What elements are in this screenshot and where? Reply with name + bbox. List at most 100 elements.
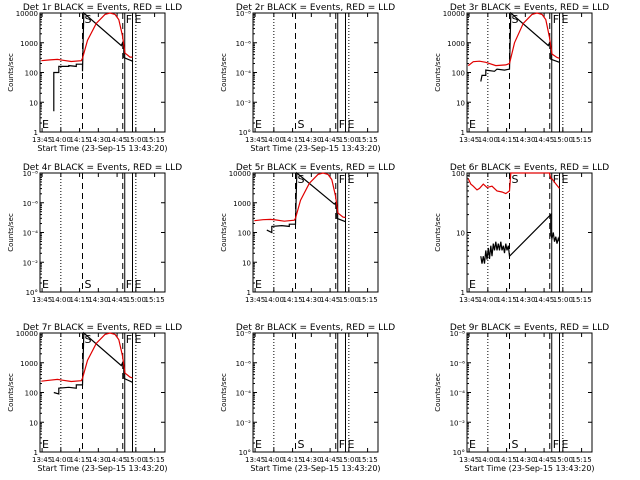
y-tick-label: 10: [29, 99, 38, 107]
x-tick-label: 15:00: [126, 136, 146, 144]
x-tick-label: 14:45: [107, 296, 127, 304]
x-tick-label: 14:30: [88, 296, 108, 304]
x-tick-label: 15:15: [144, 296, 164, 304]
marker-label-s: S: [298, 118, 305, 131]
y-tick-label: 10⁻⁸: [23, 170, 39, 178]
y-tick-label: 100: [25, 70, 38, 78]
series-red-line: [254, 172, 346, 222]
x-tick-label: 14:15: [282, 136, 302, 144]
x-axis-label: Start Time (23-Sep-15 13:43:20): [37, 464, 167, 473]
marker-label-e: E: [135, 13, 142, 26]
marker-label-f: F: [553, 173, 559, 186]
x-tick-label: 14:00: [478, 456, 498, 464]
x-tick-label: 15:15: [571, 456, 591, 464]
x-tick-label: 15:15: [357, 296, 377, 304]
x-tick-label: 14:00: [264, 296, 284, 304]
marker-label-e: E: [562, 438, 569, 451]
series-black-line: [480, 213, 561, 264]
marker-label-e: E: [562, 13, 569, 26]
x-tick-label: 13:45: [32, 456, 52, 464]
x-tick-label: 13:45: [32, 296, 52, 304]
y-axis-label: Counts/sec: [220, 53, 228, 92]
x-tick-label: 13:45: [459, 296, 479, 304]
panel-det-6: Det 6r BLACK = Events, RED = LLD Counts/s…: [434, 163, 609, 304]
x-tick-label: 14:30: [301, 136, 321, 144]
marker-label-e: E: [469, 118, 476, 131]
y-tick-label: 10: [456, 230, 465, 238]
y-tick-label: 10⁻⁶: [23, 200, 39, 208]
x-tick-label: 14:30: [88, 456, 108, 464]
marker-label-e: E: [42, 278, 49, 291]
marker-label-e: E: [42, 118, 49, 131]
panel-title: Det 5r BLACK = Events, RED = LLD: [236, 163, 395, 173]
y-tick-label: 10: [456, 99, 465, 107]
x-tick-label: 14:30: [88, 136, 108, 144]
y-tick-label: 10⁻²: [236, 419, 252, 427]
x-axis-label: Start Time (23-Sep-15 13:43:20): [464, 464, 594, 473]
x-tick-label: 15:15: [571, 296, 591, 304]
panel-title: Det 1r BLACK = Events, RED = LLD: [23, 3, 182, 13]
x-tick-label: 15:00: [553, 136, 573, 144]
x-tick-label: 14:45: [534, 296, 554, 304]
plot-frame: [466, 332, 593, 453]
y-tick-label: 100: [25, 390, 38, 398]
x-tick-label: 14:15: [69, 296, 89, 304]
x-tick-label: 14:15: [496, 456, 516, 464]
y-tick-label: 10⁻⁸: [236, 10, 252, 18]
y-tick-label: 10: [29, 419, 38, 427]
x-tick-label: 13:45: [459, 136, 479, 144]
y-tick-label: 10°: [453, 449, 465, 457]
panel-det-7: Det 7r BLACK = Events, RED = LLD Counts/s…: [7, 323, 182, 473]
series-red-line: [467, 12, 560, 67]
panel-det-1: Det 1r BLACK = Events, RED = LLD Counts/s…: [7, 3, 182, 153]
x-tick-label: 14:00: [478, 296, 498, 304]
y-axis-label: Counts/sec: [434, 373, 442, 412]
plot-frame: [252, 332, 379, 453]
y-tick-label: 10°: [26, 289, 38, 297]
y-tick-label: 10°: [239, 129, 251, 137]
panel-title: Det 9r BLACK = Events, RED = LLD: [450, 323, 609, 333]
x-tick-label: 15:00: [553, 456, 573, 464]
y-tick-label: 100: [452, 70, 465, 78]
panel-title: Det 7r BLACK = Events, RED = LLD: [23, 323, 182, 333]
y-tick-label: 10000: [16, 10, 38, 18]
y-axis-label: Counts/sec: [7, 213, 15, 252]
marker-label-e: E: [348, 118, 355, 131]
marker-label-e: E: [469, 278, 476, 291]
marker-label-e: E: [255, 278, 262, 291]
marker-label-e: E: [469, 438, 476, 451]
marker-label-s: S: [298, 173, 305, 186]
x-tick-label: 13:45: [32, 136, 52, 144]
y-tick-label: 10000: [229, 170, 251, 178]
marker-label-s: S: [298, 438, 305, 451]
y-tick-label: 10⁻⁴: [236, 390, 252, 398]
y-axis-label: Counts/sec: [220, 373, 228, 412]
marker-label-e: E: [255, 438, 262, 451]
y-axis-label: Counts/sec: [434, 53, 442, 92]
plot-frame: [39, 172, 166, 293]
y-tick-label: 10⁻⁸: [236, 330, 252, 338]
x-axis-label: Start Time (23-Sep-15 13:43:20): [250, 144, 380, 153]
x-tick-label: 14:15: [69, 456, 89, 464]
panel-det-2: Det 2r BLACK = Events, RED = LLD Counts/s…: [220, 3, 395, 153]
x-tick-label: 14:00: [264, 456, 284, 464]
x-tick-label: 14:15: [496, 136, 516, 144]
plot-frame: [252, 12, 379, 133]
panel-det-9: Det 9r BLACK = Events, RED = LLD Counts/s…: [434, 323, 609, 473]
y-tick-label: 10°: [239, 449, 251, 457]
marker-label-e: E: [135, 278, 142, 291]
marker-label-s: S: [512, 173, 519, 186]
panel-det-3: Det 3r BLACK = Events, RED = LLD Counts/s…: [434, 3, 609, 144]
marker-label-f: F: [126, 13, 132, 26]
series-black-line: [266, 171, 346, 234]
x-tick-label: 13:45: [245, 456, 265, 464]
y-tick-label: 10⁻²: [236, 99, 252, 107]
x-tick-label: 14:00: [478, 136, 498, 144]
x-tick-label: 14:00: [51, 296, 71, 304]
y-tick-label: 10⁻⁴: [23, 230, 39, 238]
series-black-line: [53, 331, 133, 395]
x-tick-label: 14:00: [264, 136, 284, 144]
x-tick-label: 14:15: [69, 136, 89, 144]
x-tick-label: 15:15: [144, 136, 164, 144]
x-tick-label: 15:00: [126, 296, 146, 304]
